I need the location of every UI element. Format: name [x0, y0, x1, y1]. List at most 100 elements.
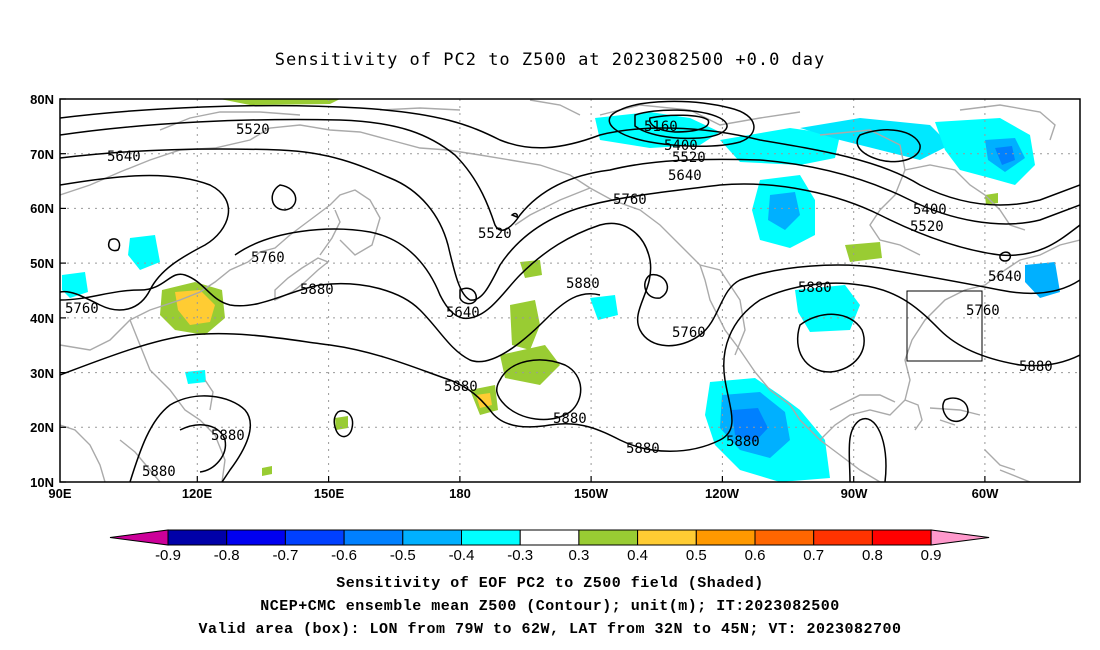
- contour-label: 5880: [444, 379, 478, 395]
- map-title: Sensitivity of PC2 to Z500 at 2023082500…: [274, 50, 826, 70]
- colorbar-label: 0.8: [862, 547, 883, 564]
- colorbar-swatch: [695, 529, 756, 546]
- sensitivity-shading: [62, 99, 1060, 482]
- lat-label: 40N: [30, 311, 54, 326]
- shade-patch: [128, 235, 160, 270]
- colorbar-label: 0.6: [745, 547, 766, 564]
- shade-patch: [795, 285, 860, 332]
- shade-patch: [985, 193, 998, 205]
- contour-label: 5640: [107, 149, 141, 165]
- lon-labels: 90E 120E 150E 180 150W 120W 90W 60W: [48, 486, 999, 501]
- contour-label: 5760: [966, 303, 1000, 319]
- lat-label: 20N: [30, 420, 54, 435]
- contour-label: 5520: [236, 122, 270, 138]
- contour-labels: 5520 5640 5160 5400 5520 5640 5760 5520 …: [65, 119, 1053, 480]
- contour-label: 5640: [446, 305, 480, 321]
- contour-label: 5760: [65, 301, 99, 317]
- shade-patch: [510, 300, 540, 350]
- contour-label: 5520: [910, 219, 944, 235]
- colorbar-label: 0.9: [921, 547, 942, 564]
- colorbar-label: 0.5: [686, 547, 707, 564]
- colorbar-swatch: [519, 529, 580, 546]
- colorbar: -0.9 -0.8 -0.7 -0.6 -0.5 -0.4 -0.3 0.3 0.4 0.5 0.6…: [109, 529, 990, 564]
- z500-contours: [60, 100, 1080, 482]
- contour-label: 5880: [726, 434, 760, 450]
- contour-label: 5880: [553, 411, 587, 427]
- shade-patch: [220, 99, 340, 105]
- contour-label: 5880: [1019, 359, 1053, 375]
- shade-patch: [335, 416, 348, 430]
- colorbar-swatch: [637, 529, 697, 546]
- shade-patch: [995, 146, 1015, 165]
- coastlines: [60, 99, 1080, 482]
- colorbar-label: 0.4: [627, 547, 648, 564]
- axis-ticks: [60, 98, 986, 483]
- lon-label: 60W: [972, 486, 999, 501]
- colorbar-swatch: [167, 529, 228, 546]
- shade-patch: [500, 345, 560, 385]
- colorbar-swatch: [343, 529, 404, 546]
- contour-label: 5160: [644, 119, 678, 135]
- contour-label: 5760: [613, 192, 647, 208]
- colorbar-label: -0.7: [272, 547, 298, 564]
- shade-patch: [476, 393, 492, 408]
- colorbar-label: -0.5: [390, 547, 416, 564]
- contour-label: 5400: [913, 202, 947, 218]
- caption-line-3: Valid area (box): LON from 79W to 62W, L…: [198, 621, 902, 638]
- colorbar-swatch: [871, 529, 932, 546]
- lon-label: 120E: [182, 486, 213, 501]
- contour-label: 5640: [668, 168, 702, 184]
- colorbar-label: -0.8: [214, 547, 240, 564]
- contour-label: 5880: [566, 276, 600, 292]
- caption-line-1: Sensitivity of EOF PC2 to Z500 field (Sh…: [336, 575, 764, 592]
- lon-label: 150E: [314, 486, 345, 501]
- colorbar-swatch: [226, 529, 286, 546]
- shade-patch: [262, 466, 272, 476]
- shade-patch: [768, 192, 800, 230]
- contour-label: 5520: [672, 150, 706, 166]
- colorbar-low-end: [109, 529, 169, 546]
- contour-label: 5880: [300, 282, 334, 298]
- shade-patch: [732, 408, 768, 442]
- colorbar-swatch: [284, 529, 345, 546]
- contour-label: 5880: [211, 428, 245, 444]
- colorbar-swatch: [754, 529, 815, 546]
- contour-label: 5760: [251, 250, 285, 266]
- colorbar-label: 0.3: [568, 547, 589, 564]
- lon-label: 120W: [705, 486, 740, 501]
- colorbar-swatch: [578, 529, 639, 546]
- contour-label: 5760: [672, 325, 706, 341]
- map-frame: [59, 98, 1081, 483]
- lon-label: 90W: [841, 486, 868, 501]
- contour-label: 5400: [664, 138, 698, 154]
- map-plot-area: 5520 5640 5160 5400 5520 5640 5760 5520 …: [30, 92, 1081, 501]
- colorbar-label: 0.7: [803, 547, 824, 564]
- colorbar-swatch: [813, 529, 873, 546]
- colorbar-label: -0.3: [507, 547, 533, 564]
- gridlines: [60, 99, 1080, 482]
- lat-label: 80N: [30, 92, 54, 107]
- shade-patch: [590, 295, 618, 320]
- lat-label: 70N: [30, 147, 54, 162]
- colorbar-label: -0.4: [449, 547, 475, 564]
- shade-patch: [185, 370, 206, 384]
- lon-label: 180: [449, 486, 471, 501]
- lat-label: 30N: [30, 366, 54, 381]
- caption-line-2: NCEP+CMC ensemble mean Z500 (Contour); u…: [260, 598, 840, 615]
- lat-label: 60N: [30, 201, 54, 216]
- shade-patch: [800, 118, 950, 160]
- valid-area-box: [906, 290, 983, 362]
- lon-label: 90E: [48, 486, 71, 501]
- colorbar-label: -0.6: [331, 547, 357, 564]
- lat-label: 50N: [30, 256, 54, 271]
- lon-label: 150W: [574, 486, 609, 501]
- contour-label: 5520: [478, 226, 512, 242]
- contour-label: 5880: [142, 464, 176, 480]
- colorbar-swatch: [461, 529, 521, 546]
- contour-label: 5640: [988, 269, 1022, 285]
- lat-label: 10N: [30, 475, 54, 490]
- contour-label: 5880: [626, 441, 660, 457]
- lat-labels: 80N 70N 60N 50N 40N 30N 20N 10N: [30, 92, 54, 490]
- colorbar-swatch: [402, 529, 462, 546]
